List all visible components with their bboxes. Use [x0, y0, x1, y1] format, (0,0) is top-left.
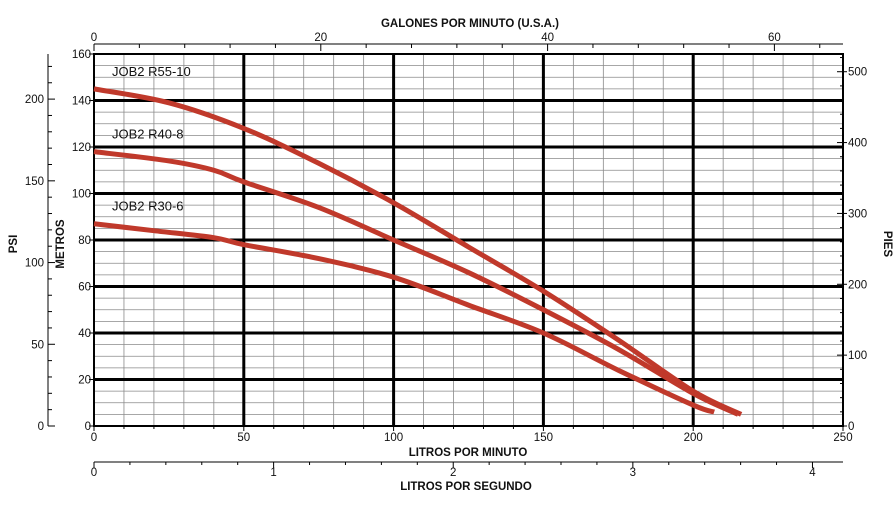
meters-tick-label: 80	[78, 235, 91, 247]
meters-tick-label: 40	[78, 328, 91, 340]
series-label-2: JOB2 R40-8	[112, 127, 184, 142]
meters-tick-label: 0	[85, 421, 91, 433]
gpm-tick-label: 60	[768, 32, 781, 44]
series-label-3: JOB2 R30-6	[112, 199, 184, 214]
bottom-axis-title: LITROS POR MINUTO	[409, 447, 528, 459]
meters-tick-label: 140	[72, 96, 91, 108]
major-grid	[94, 54, 843, 426]
feet-tick-label: 400	[848, 138, 867, 150]
meters-tick-label: 100	[72, 189, 91, 201]
psi-tick-label: 0	[38, 421, 44, 433]
lpm-tick-label: 0	[91, 432, 97, 444]
series-labels: JOB2 R55-10 JOB2 R40-8 JOB2 R30-6	[112, 64, 191, 214]
gpm-tick-label: 20	[314, 32, 327, 44]
lpm-tick-label: 100	[384, 432, 403, 444]
meters-axis-title: METROS	[55, 219, 67, 269]
lpm-tick-label: 200	[684, 432, 703, 444]
feet-axis-title: PIES	[881, 231, 893, 258]
lpm-tick-label: 250	[833, 432, 852, 444]
lpm-tick-label: 150	[534, 432, 553, 444]
meters-tick-label: 160	[72, 49, 91, 61]
gpm-tick-label: 40	[541, 32, 554, 44]
lps-tick-label: 0	[91, 467, 97, 479]
feet-tick-label: 100	[848, 350, 867, 362]
top-axis-title: GALONES POR MINUTO (U.S.A.)	[381, 18, 559, 30]
series-line-3	[93, 221, 715, 415]
feet-tick-label: 0	[848, 421, 854, 433]
meters-tick-label: 120	[72, 142, 91, 154]
axis-ticks	[48, 44, 847, 468]
series-line-1	[93, 86, 743, 417]
series-line-2	[93, 149, 740, 417]
feet-tick-label: 300	[848, 208, 867, 220]
series-layer	[93, 86, 743, 417]
psi-tick-label: 50	[31, 339, 44, 351]
lps-tick-label: 3	[630, 467, 636, 479]
feet-tick-label: 500	[848, 67, 867, 79]
psi-tick-label: 200	[25, 94, 44, 106]
meters-tick-label: 60	[78, 282, 91, 294]
meters-tick-label: 20	[78, 375, 91, 387]
lps-tick-label: 2	[450, 467, 456, 479]
lps-tick-label: 1	[270, 467, 276, 479]
psi-tick-label: 150	[25, 176, 44, 188]
secondary-bottom-axis-title: LITROS POR SEGUNDO	[400, 481, 532, 493]
gpm-tick-label: 0	[91, 32, 97, 44]
lps-tick-label: 4	[809, 467, 816, 479]
series-label-1: JOB2 R55-10	[112, 64, 191, 79]
feet-tick-label: 200	[848, 279, 867, 291]
psi-tick-label: 100	[25, 258, 44, 270]
psi-axis-title: PSI	[8, 235, 20, 254]
lpm-tick-label: 50	[237, 432, 250, 444]
axis-tick-labels: 0204060801001201401600501001502000100200…	[25, 32, 867, 479]
